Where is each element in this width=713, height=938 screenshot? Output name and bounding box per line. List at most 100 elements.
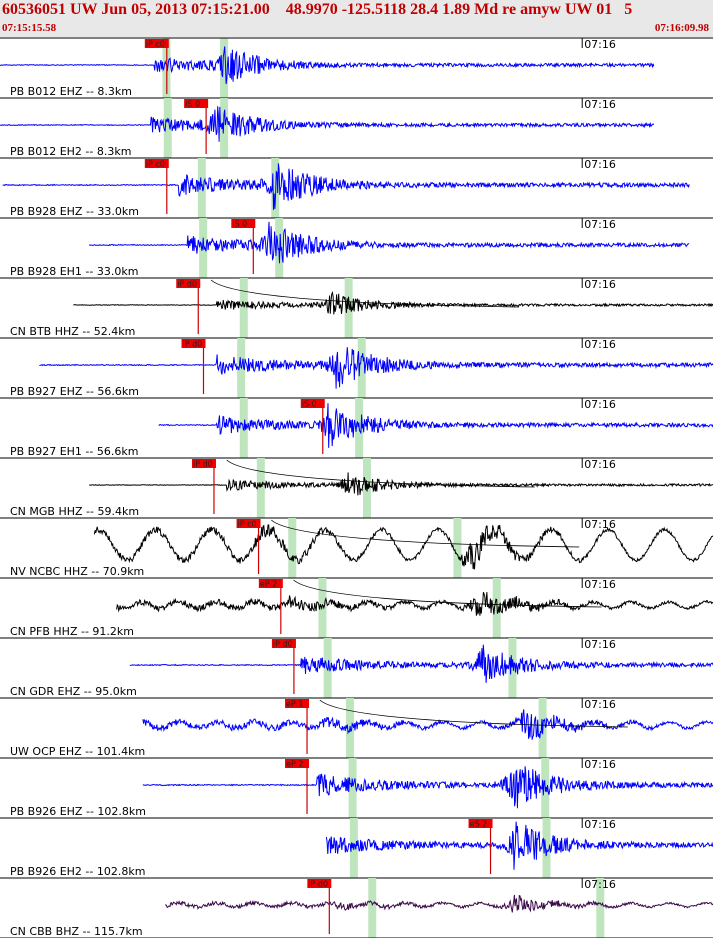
window-band — [288, 518, 297, 578]
waveform — [158, 403, 713, 448]
station-label: PB B928 EH1 -- 33.0km — [10, 265, 138, 278]
waveform — [2, 163, 690, 210]
window-band — [197, 158, 206, 218]
pick-label: iS 0 — [232, 220, 247, 229]
pick-label-box — [285, 759, 310, 768]
station-label: NV NCBC HHZ -- 70.9km — [10, 565, 144, 578]
waveform — [116, 592, 713, 616]
minute-tick-label: 07:16 — [584, 818, 616, 831]
window-band — [344, 278, 353, 338]
pick-label: eS 2 — [470, 820, 488, 829]
pick-label: eP 1 — [286, 700, 303, 709]
window-band — [239, 278, 248, 338]
trace-panel-3: 07:16 iP c0 PB B928 EHZ -- 33.0km — [0, 158, 713, 219]
station-label: UW OCP EHZ -- 101.4km — [10, 745, 145, 758]
pick-label-box — [144, 39, 169, 48]
pick-label-box — [181, 339, 206, 348]
trace-panel-11: 07:16 iP d0 CN GDR EHZ -- 95.0km — [0, 638, 713, 699]
minute-tick-label: 07:16 — [584, 758, 616, 771]
waveform — [165, 894, 713, 913]
pick-label: iP d0 — [177, 280, 197, 289]
minute-tick-label: 07:16 — [584, 158, 616, 171]
minute-tick-label: 07:16 — [584, 218, 616, 231]
pick-label-box — [258, 579, 283, 588]
station-label: PB B012 EHZ -- 8.3km — [10, 85, 132, 98]
pick-label: iP c0 — [146, 40, 165, 49]
window-band — [220, 38, 229, 98]
window-band — [508, 638, 517, 698]
station-label: CN CBB BHZ -- 115.7km — [10, 925, 143, 938]
minute-tick-label: 07:16 — [584, 578, 616, 591]
trace-panel-12: 07:16 eP 1 UW OCP EHZ -- 101.4km — [0, 698, 713, 759]
window-band — [542, 818, 551, 878]
trace-panel-8: 07:16 iP d0 CN MGB HHZ -- 59.4km — [0, 458, 713, 519]
window-band — [220, 98, 229, 158]
minute-tick-label: 07:16 — [584, 278, 616, 291]
station-label: CN PFB HHZ -- 91.2km — [10, 625, 134, 638]
pick-label: iP d0 — [308, 880, 328, 889]
pick-label: iP d0 — [193, 460, 213, 469]
pick-label: eP 2 — [260, 580, 277, 589]
trace-panel-14: 07:16 eS 2 PB B926 EH2 -- 102.8km — [0, 818, 713, 879]
trace-panel-13: 07:16 eP 2 PB B926 EHZ -- 102.8km — [0, 758, 713, 819]
waveform — [88, 472, 713, 496]
station-label: CN BTB HHZ -- 52.4km — [10, 325, 135, 338]
minute-tick-label: 07:16 — [584, 38, 616, 51]
window-band — [596, 878, 605, 938]
station-label: PB B927 EHZ -- 56.6km — [10, 385, 139, 398]
minute-tick-label: 07:16 — [584, 518, 616, 531]
trace-panel-4: 07:16 iS 0 PB B928 EH1 -- 33.0km — [0, 218, 713, 279]
waveform — [93, 524, 713, 570]
trace-panel-15: 07:16 iP d0 CN CBB BHZ -- 115.7km — [0, 878, 713, 938]
waveform — [325, 821, 713, 870]
waveform — [0, 106, 655, 142]
trace-panel-5: 07:16 iP d0 CN BTB HHZ -- 52.4km — [0, 278, 713, 339]
end-time-label: 07:16:09.98 — [654, 22, 709, 34]
minute-tick-label: 07:16 — [584, 98, 616, 111]
trace-panel-2: 07:16 iS 0 PB B012 EH2 -- 8.3km — [0, 98, 713, 159]
pick-label-box — [236, 519, 261, 528]
minute-tick-label: 07:16 — [584, 398, 616, 411]
waveform — [129, 644, 713, 683]
trace-panel-10: 07:16 eP 2 CN PFB HHZ -- 91.2km — [0, 578, 713, 639]
minute-tick-label: 07:16 — [584, 458, 616, 471]
start-time-label: 07:15:15.58 — [2, 22, 57, 34]
station-label: CN GDR EHZ -- 95.0km — [10, 685, 137, 698]
window-band — [271, 158, 280, 218]
pick-label-box — [231, 219, 256, 228]
pick-label: iS 0 — [302, 400, 317, 409]
pick-label: eP 2 — [286, 760, 303, 769]
station-label: CN MGB HHZ -- 59.4km — [10, 505, 139, 518]
window-band — [318, 578, 327, 638]
window-band — [357, 338, 366, 398]
pick-label-box — [468, 819, 493, 828]
minute-tick-label: 07:16 — [584, 338, 616, 351]
trace-panel-1: 07:16 iP c0 PB B012 EHZ -- 8.3km — [0, 38, 713, 99]
waveform — [88, 221, 690, 264]
pick-label: iP d0 — [273, 640, 293, 649]
coda-decay-curve — [293, 579, 602, 608]
trace-panel-7: 07:16 iS 0 PB B927 EH1 -- 56.6km — [0, 398, 713, 459]
event-title: 60536051 UW Jun 05, 2013 07:15:21.00 48.… — [2, 1, 633, 18]
coda-decay-curve — [210, 279, 520, 308]
header-bar: 60536051 UW Jun 05, 2013 07:15:21.00 48.… — [0, 0, 713, 37]
station-label: PB B928 EHZ -- 33.0km — [10, 205, 139, 218]
waveform — [142, 766, 713, 809]
minute-tick-label: 07:16 — [584, 878, 616, 891]
waveform — [39, 347, 713, 389]
trace-panel-9: 07:16 iP c0 NV NCBC HHZ -- 70.9km — [0, 518, 713, 579]
waveform — [73, 290, 713, 315]
station-label: PB B926 EH2 -- 102.8km — [10, 865, 145, 878]
coda-decay-curve — [226, 459, 535, 488]
pick-label-box — [144, 159, 169, 168]
window-band — [453, 518, 462, 578]
minute-tick-label: 07:16 — [584, 638, 616, 651]
pick-label-box — [307, 879, 332, 888]
pick-label-box — [271, 639, 296, 648]
coda-decay-curve — [271, 519, 580, 548]
coda-decay-curve — [319, 699, 628, 728]
window-band — [368, 878, 377, 938]
pick-label-box — [300, 399, 325, 408]
pick-label: iS 0 — [185, 100, 200, 109]
